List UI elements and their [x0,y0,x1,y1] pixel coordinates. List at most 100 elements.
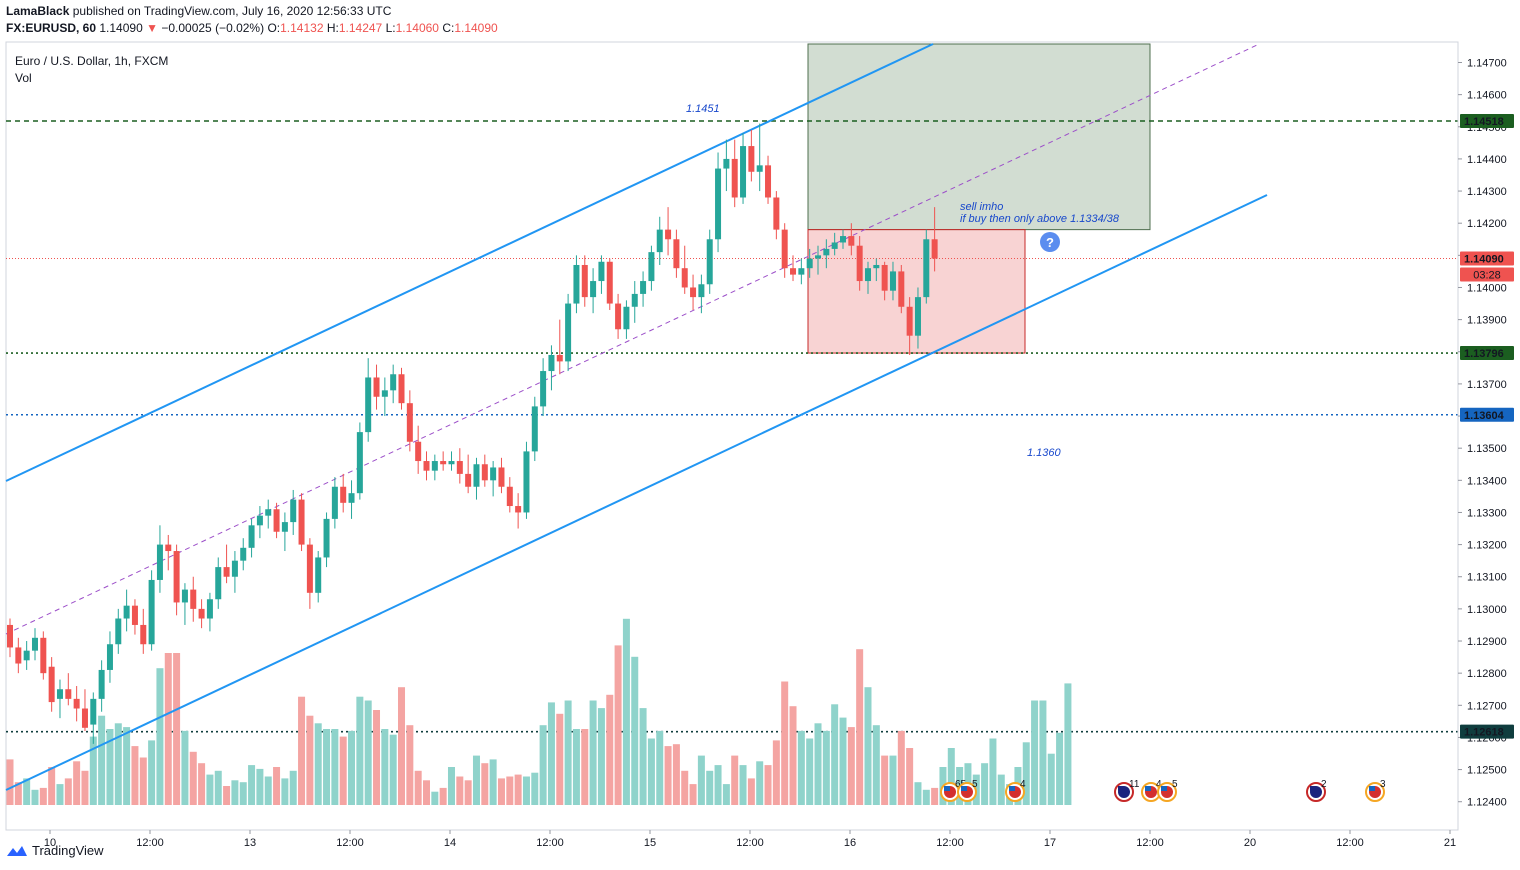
price-tick-label: 1.13100 [1467,572,1507,584]
price-tick-label: 1.13400 [1467,475,1507,487]
candle-body [490,467,497,481]
tradingview-logo[interactable]: TradingView [6,843,104,858]
volume-bar [672,744,680,805]
horizontal-levels[interactable] [6,120,1458,733]
event-flag-canton [1310,786,1316,791]
annotation-support[interactable]: 1.1360 [1027,447,1062,459]
level-price-badge[interactable] [1460,407,1514,422]
volume-bar [839,717,847,805]
candle-body [115,618,122,645]
volume-bar [464,780,472,805]
level-price-badge[interactable] [1460,346,1514,361]
us-flag-icon[interactable]: 4 [1141,779,1162,802]
candle-body [606,261,613,304]
annotation-high[interactable]: 1.1451 [686,103,720,115]
price-axis[interactable]: 1.124001.125001.126001.127001.128001.129… [1457,42,1514,830]
candle-body [848,236,855,246]
volume-bar [139,757,147,805]
us-flag-icon[interactable]: 3 [1365,779,1386,802]
candle-body [348,493,355,503]
volume-bar [497,778,505,805]
svg-text:?: ? [1046,235,1054,250]
candle-body [648,252,655,282]
volume-bar [1056,732,1064,805]
volume-bar [389,734,397,805]
us-flag-icon[interactable]: 4 [1005,779,1026,802]
event-flag-canton [1369,786,1375,791]
help-icon[interactable]: ? [1040,232,1060,252]
volume-bar [797,730,805,805]
candle-body [7,624,13,648]
volume-bar [581,729,589,805]
eu-flag-icon[interactable]: 2 [1306,779,1327,802]
candle-body [90,698,97,725]
candle-body [706,239,713,285]
time-tick-label: 12:00 [736,837,764,849]
volume-bar [148,740,156,805]
price-tick-label: 1.13500 [1467,443,1507,455]
volume-bar [456,776,464,805]
position-zones[interactable] [807,43,1151,354]
author-name[interactable]: LamaBlack [6,4,70,18]
candle-body [281,522,288,532]
level-price-badge[interactable] [1460,113,1514,128]
candle-body [481,464,488,481]
trend-channel[interactable] [5,43,1268,791]
volume-bar [339,736,347,805]
candle-body [889,271,896,291]
mid-channel-line[interactable] [5,44,1258,635]
eu-flag-icon[interactable]: 11 [1114,779,1140,802]
price-tick-label: 1.13700 [1467,379,1507,391]
us-flag-icon[interactable]: 5 [1157,779,1178,802]
volume-bar [423,780,430,805]
annotation-sell[interactable]: sell imho [960,201,1003,213]
price-tick-label: 1.14200 [1467,218,1507,230]
candle-body [48,666,55,703]
volume-bar [889,755,897,805]
volume-bar [381,729,389,805]
volume-bar [831,704,839,805]
volume-bar [114,723,122,805]
price-tick-label: 1.14400 [1467,154,1507,166]
upper-channel-line[interactable] [5,43,934,482]
volume-bar [764,765,772,805]
us-flag-icon[interactable]: 5 [957,779,978,802]
publish-line: LamaBlack published on TradingView.com, … [6,3,498,20]
level-price-badge[interactable] [1460,251,1514,266]
economic-events[interactable]: 6554114523 [940,779,1386,802]
volume-bar [198,763,206,805]
volume-bar [864,687,872,805]
level-price-badge[interactable] [1460,724,1514,739]
level-price-badge-label: 1.14518 [1464,116,1504,128]
volume-bar [323,729,331,805]
candle-body [856,245,863,282]
volume-bar [414,770,422,805]
candle-body [465,473,472,487]
volume-bar [248,765,256,805]
time-axis[interactable]: 10 12:00 13 12:00 14 12:00 15 12:00 16 12:00 17 12:… [6,829,1458,849]
volume-bar [181,730,189,805]
volume-bar [856,649,864,805]
volume-bar [1047,753,1055,805]
high-value: 1.14247 [338,21,383,35]
volume-bar [906,748,914,805]
volume-bar [1064,683,1072,805]
candle-body [323,518,330,558]
event-count: 11 [1129,779,1140,790]
target-zone[interactable] [807,43,1151,231]
volume-bar [306,715,314,805]
volume-bar [264,776,272,805]
annotation-buy-condition[interactable]: if buy then only above 1.1334/38 [960,213,1120,225]
candle-body [423,461,430,471]
volume-bar [56,784,64,805]
volume-bar [572,729,580,805]
candle-body [456,461,463,474]
lower-channel-line[interactable] [5,194,1268,791]
volume-bar [806,738,814,805]
candle-body [923,239,930,298]
candle-body [273,509,280,532]
price-tick-label: 1.12800 [1467,668,1507,680]
candle-body [540,371,547,407]
quote-line: FX:EURUSD, 60 1.14090 ▼ −0.00025 (−0.02%… [6,20,498,37]
